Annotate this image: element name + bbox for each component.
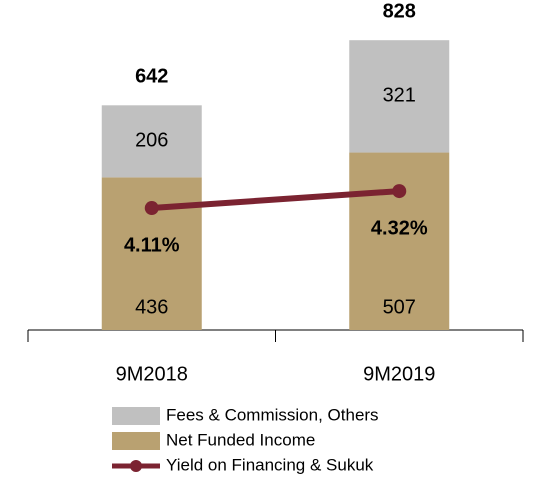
x-tick-label: 9M2019: [363, 363, 435, 385]
line-marker: [392, 184, 407, 199]
data-label: 4.11%: [124, 234, 180, 256]
legend-swatch: [112, 432, 160, 450]
legend-label: Net Funded Income: [166, 430, 315, 449]
legend-label: Yield on Financing & Sukuk: [166, 455, 374, 474]
total-label: 642: [135, 66, 168, 88]
legend-swatch-marker: [130, 460, 142, 472]
bar-segment: [101, 105, 202, 178]
bar-segment: [349, 152, 450, 330]
bar-segment: [349, 40, 450, 153]
data-label: 436: [135, 296, 168, 318]
data-label: 321: [383, 85, 416, 107]
data-label: 206: [135, 130, 168, 152]
total-label: 828: [383, 0, 416, 22]
data-label: 4.32%: [371, 217, 428, 239]
legend-swatch: [112, 407, 160, 425]
x-tick-label: 9M2018: [116, 363, 188, 385]
data-label: 507: [383, 296, 416, 318]
line: [151, 188, 400, 212]
line-marker: [144, 201, 159, 216]
legend-label: Fees & Commission, Others: [166, 405, 379, 424]
legend: Fees & Commission, Others Net Funded Inco…: [112, 405, 379, 474]
